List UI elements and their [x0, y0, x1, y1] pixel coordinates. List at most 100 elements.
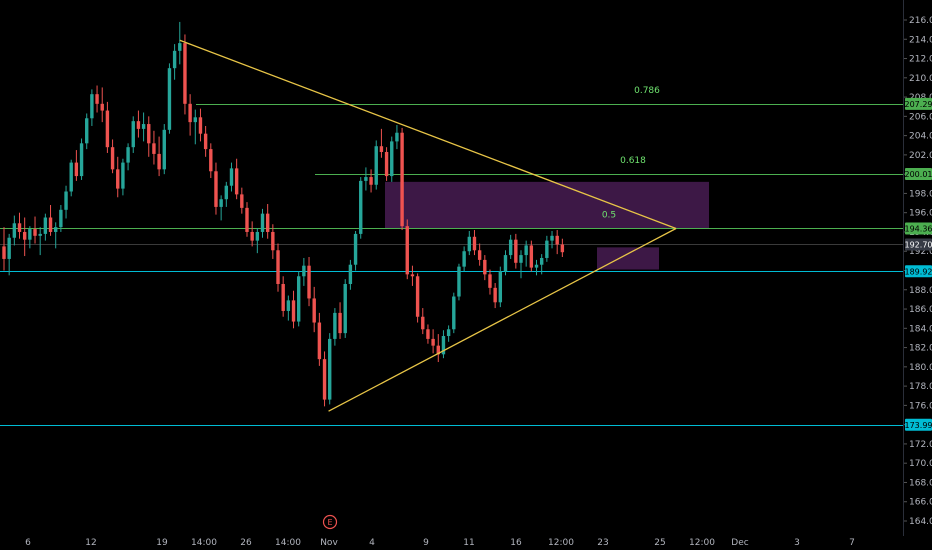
candle [157, 136, 161, 177]
candle [79, 138, 84, 180]
candle [317, 312, 322, 366]
candle-body [250, 231, 254, 241]
candle [167, 63, 172, 134]
candle-body [431, 338, 435, 346]
candle-body [116, 169, 120, 189]
price-tag-bg [905, 265, 932, 278]
candle-body [69, 162, 73, 192]
candle [503, 250, 508, 276]
candle [7, 233, 11, 276]
time-tick-label: 11 [463, 538, 474, 548]
candle [343, 279, 347, 338]
candle [286, 295, 291, 321]
time-tick-label: Nov [320, 538, 338, 548]
fib-level-label: 0.618 [620, 156, 646, 166]
candle [38, 227, 42, 256]
candle-body [467, 236, 471, 252]
time-tick-label: 12:00 [548, 538, 574, 548]
candle-body [524, 245, 528, 256]
price-tag-label: 194.36 [905, 224, 932, 233]
candle-body [291, 300, 296, 322]
price-tick-label: 216.00 [909, 16, 932, 26]
price-tag-bg [905, 418, 932, 431]
candle-body [17, 223, 22, 232]
candle [152, 130, 156, 165]
candle-body [390, 141, 394, 177]
candles-layer [2, 21, 565, 407]
candle-body [369, 177, 373, 185]
candle-body [364, 177, 368, 181]
candle-body [405, 226, 409, 275]
candle [452, 292, 456, 334]
candle-body [286, 300, 291, 311]
candle [462, 246, 466, 272]
candle-body [64, 191, 68, 210]
price-tag: 200.01 [905, 168, 932, 181]
candle [271, 224, 275, 259]
candle-body [2, 246, 6, 259]
time-tick-label: 26 [240, 538, 252, 548]
candle-body [539, 257, 544, 265]
candle [457, 263, 461, 301]
candle [59, 204, 63, 232]
candle [446, 325, 451, 342]
candle [229, 162, 234, 192]
candle-body [550, 235, 554, 241]
candle-body [203, 133, 208, 150]
earnings-event-marker[interactable]: E [322, 514, 338, 530]
candle [400, 127, 404, 231]
time-tick-label: 4 [369, 538, 375, 548]
price-tag-label: 200.01 [905, 170, 932, 179]
candle [136, 110, 141, 138]
candle [281, 276, 285, 317]
hlines-layer [0, 103, 904, 427]
candle-body [100, 103, 104, 111]
candle [369, 169, 373, 193]
time-tick-label: 9 [423, 538, 429, 548]
candle [524, 240, 528, 267]
candle-body [234, 168, 239, 195]
candle-body [307, 265, 311, 299]
candle-body [503, 255, 508, 272]
candle [260, 208, 265, 238]
price-tag-bg [905, 222, 932, 235]
fib-level-label: 0.5 [602, 210, 616, 220]
candle-body [240, 194, 244, 208]
candle [54, 222, 58, 249]
candle-body [296, 276, 301, 322]
candle [90, 89, 94, 126]
candle-body [436, 345, 440, 355]
candle [183, 34, 187, 115]
candle [172, 44, 177, 80]
candle [539, 254, 544, 275]
price-tick-label: 202.00 [909, 151, 932, 161]
candle-body [90, 94, 94, 119]
candle-body [147, 124, 151, 144]
candle-body [421, 316, 425, 330]
candle-body [59, 209, 63, 228]
candle [48, 204, 53, 236]
candle [374, 140, 378, 190]
candle [477, 243, 482, 266]
candle [328, 333, 332, 405]
time-axis-panel[interactable] [0, 536, 932, 550]
candle-body [379, 146, 384, 152]
candle-body [260, 213, 265, 232]
candle [560, 238, 565, 258]
candle-body [359, 180, 363, 234]
candle-body [312, 298, 316, 323]
candle [493, 283, 497, 309]
candle [131, 116, 135, 153]
candle [276, 243, 280, 292]
candle [426, 324, 430, 344]
price-tick-label: 192.00 [909, 247, 932, 257]
candle [95, 85, 99, 113]
candle-body [214, 171, 218, 207]
time-tick-label: 19 [156, 538, 168, 548]
candle [415, 273, 420, 323]
candle [188, 94, 192, 136]
candle-body [157, 153, 161, 170]
candle-body [43, 217, 48, 234]
